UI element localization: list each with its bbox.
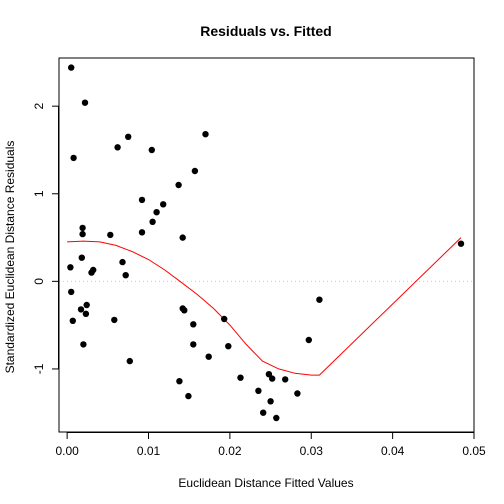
data-point — [205, 353, 212, 360]
data-point — [185, 392, 192, 400]
smooth-line — [67, 237, 462, 376]
data-point — [122, 272, 129, 279]
data-point — [81, 99, 89, 106]
data-point — [126, 357, 133, 365]
x-axis: 0.00 0.01 0.02 0.03 0.04 0.05 — [55, 432, 486, 458]
data-point — [79, 224, 86, 232]
data-point — [273, 414, 280, 422]
y-tick-label: 1 — [32, 190, 46, 197]
data-point — [457, 240, 465, 247]
smooth-line-layer — [67, 237, 462, 376]
data-point — [138, 229, 146, 236]
data-point — [88, 269, 95, 276]
data-point — [316, 296, 323, 303]
data-point — [111, 316, 118, 324]
data-point — [202, 131, 209, 138]
data-point — [176, 378, 183, 385]
x-tick-label: 0.04 — [381, 444, 405, 458]
data-point — [179, 234, 186, 241]
data-point — [175, 181, 182, 189]
data-point — [148, 146, 155, 154]
data-point — [267, 398, 274, 405]
x-tick-label: 0.01 — [137, 444, 161, 458]
data-point — [265, 371, 273, 378]
data-point — [125, 133, 132, 140]
y-axis: -1 0 1 2 — [32, 103, 59, 374]
plot-frame — [58, 57, 475, 433]
data-point — [282, 376, 289, 383]
data-point — [77, 306, 85, 313]
data-point — [119, 258, 126, 266]
data-point — [138, 196, 146, 204]
data-point — [67, 264, 74, 271]
data-point — [68, 64, 75, 71]
data-point — [294, 390, 301, 397]
data-point — [225, 343, 232, 350]
data-point — [160, 201, 167, 208]
data-point — [114, 144, 121, 151]
x-axis-label: Euclidean Distance Fitted Values — [178, 476, 353, 490]
data-point — [260, 409, 267, 416]
x-tick-label: 0.00 — [55, 444, 79, 458]
data-point — [191, 167, 199, 175]
data-point — [190, 321, 197, 328]
x-tick-label: 0.05 — [462, 444, 486, 458]
y-axis-label: Standardized Euclidean Distance Residual… — [3, 141, 17, 374]
x-tick-label: 0.03 — [300, 444, 324, 458]
data-point — [190, 341, 197, 348]
y-tick-label: 2 — [32, 103, 46, 110]
y-tick-label: 0 — [32, 278, 46, 285]
data-point — [83, 301, 90, 309]
points-layer — [67, 64, 465, 422]
data-point — [255, 387, 262, 394]
data-point — [80, 341, 87, 348]
data-point — [269, 375, 276, 382]
data-point — [69, 317, 77, 324]
data-point — [82, 310, 90, 317]
data-point — [221, 315, 228, 323]
data-point — [153, 209, 160, 216]
data-point — [79, 230, 86, 238]
data-point — [237, 374, 244, 381]
data-point — [68, 288, 75, 296]
y-tick-label: -1 — [32, 363, 46, 374]
data-point — [305, 336, 312, 344]
data-point — [149, 218, 156, 225]
data-point — [78, 254, 86, 261]
x-tick-label: 0.02 — [218, 444, 242, 458]
data-point — [181, 307, 188, 314]
chart-title: Residuals vs. Fitted — [200, 23, 331, 39]
data-point — [70, 154, 77, 162]
data-point — [107, 231, 114, 239]
